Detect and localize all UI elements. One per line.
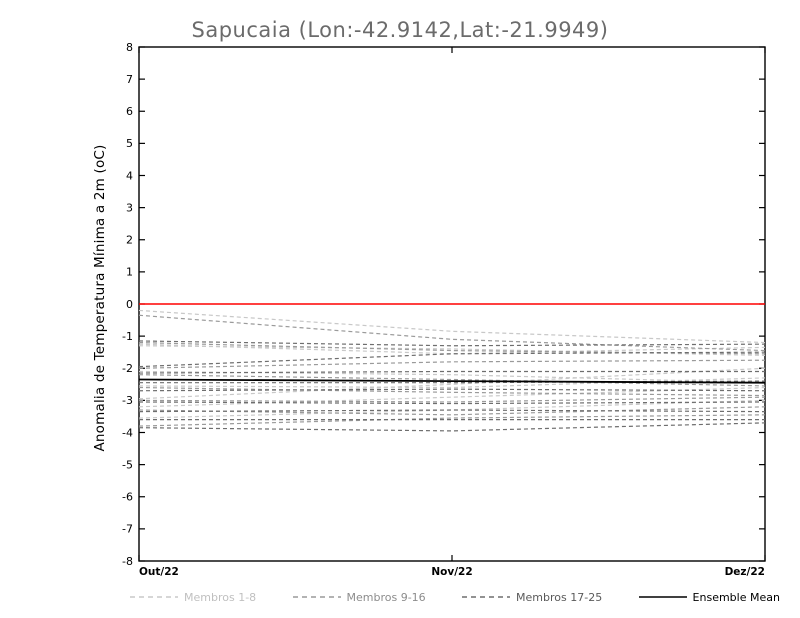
series-line [138,370,766,384]
legend-swatch-dashed [130,596,178,598]
y-tick-label: 0 [126,298,133,311]
y-tick-label: -3 [122,394,133,407]
series-line [138,351,766,368]
legend-item-membros-17-25: Membros 17-25 [462,591,602,604]
series-line [138,340,766,347]
chart-legend: Membros 1-8 Membros 9-16 Membros 17-25 E… [130,588,780,606]
x-tick-label: Nov/22 [431,566,472,578]
y-tick-label: 1 [126,266,133,279]
chart-title: Sapucaia (Lon:-42.9142,Lat:-21.9949) [191,18,609,42]
y-tick-label: -6 [122,491,133,504]
series-line [138,422,766,432]
x-tick-label: Dez/22 [725,566,765,578]
series-line [138,409,766,413]
series-line [138,370,765,374]
series-line [138,386,766,397]
y-tick-label: -5 [122,458,133,471]
series-line [138,374,766,387]
legend-item-membros-9-16: Membros 9-16 [292,590,426,604]
y-tick-label: -2 [122,362,133,375]
x-tick-label: Out/22 [139,566,179,578]
y-tick-label: 6 [126,105,133,118]
series-line [138,359,766,369]
legend-label: Membros 9-16 [346,590,426,604]
series-line [138,414,766,427]
series-line [138,406,766,416]
legend-label: Membros 17-25 [516,590,603,604]
legend-label: Membros 1-8 [184,590,257,604]
y-tick-label: -1 [122,330,133,343]
y-tick-label: -4 [122,426,133,439]
series-line [138,401,766,405]
legend-swatch-solid [638,596,687,598]
series-line [138,399,766,419]
legend-item-ensemble-mean: Ensemble Mean [638,590,780,604]
y-tick-label: 8 [126,41,133,54]
series-line [138,343,766,355]
legend-swatch-dashed [462,596,511,598]
series-line [138,378,766,384]
y-tick-label: 5 [126,137,133,150]
y-tick-label: 2 [126,234,133,247]
y-tick-label: -7 [122,523,133,536]
series-line [138,388,766,392]
y-tick-label: 3 [126,201,133,214]
legend-swatch-dashed [292,596,341,598]
y-tick-label: 4 [126,169,133,182]
legend-item-membros-1-8: Membros 1-8 [130,591,256,604]
y-tick-label: -8 [122,555,133,568]
legend-label: Ensemble Mean [692,590,780,604]
series-line [138,396,766,403]
y-tick-label: 7 [126,73,133,86]
